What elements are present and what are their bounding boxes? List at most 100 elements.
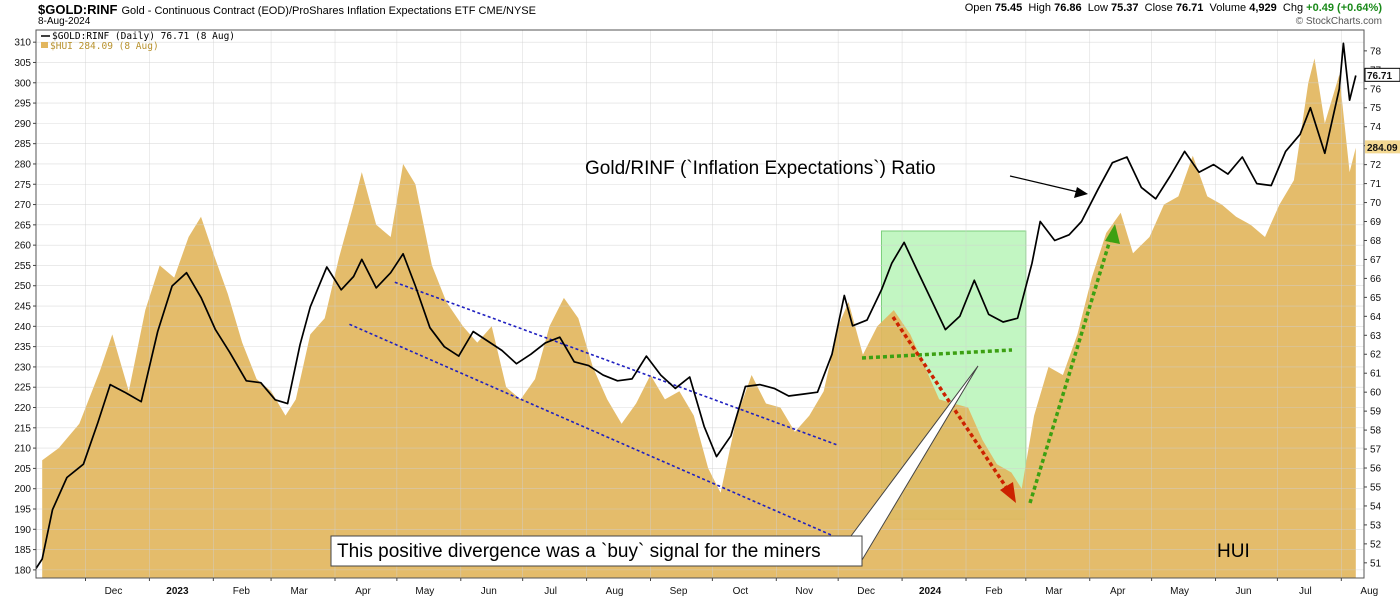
right-tick-label: 59 xyxy=(1370,407,1382,418)
x-axis: Dec 2023 Feb Mar Apr May Jun Jul Aug Sep Oct Nov Dec… xyxy=(84,578,1378,597)
x-tick-label: Aug xyxy=(606,586,624,597)
ratio-label: Gold/RINF (`Inflation Expectations`) Rat… xyxy=(585,158,936,179)
left-tick-label: 205 xyxy=(14,464,31,475)
left-tick-label: 180 xyxy=(14,565,31,576)
x-tick-label: Jun xyxy=(481,586,497,597)
left-tick-label: 235 xyxy=(14,342,31,353)
ratio-last-value-badge xyxy=(1364,67,1400,82)
x-tick-label: Mar xyxy=(1045,586,1063,597)
x-tick-label: 2023 xyxy=(166,586,189,597)
left-tick-label: 280 xyxy=(14,159,31,170)
left-tick-label: 285 xyxy=(14,139,31,150)
right-tick-label: 71 xyxy=(1370,179,1382,190)
x-tick-label: May xyxy=(415,586,434,597)
annotation-arrows xyxy=(861,224,1120,504)
left-tick-label: 240 xyxy=(14,322,31,333)
right-tick-label: 69 xyxy=(1370,217,1382,228)
right-tick-label: 74 xyxy=(1370,122,1382,133)
left-tick-label: 265 xyxy=(14,220,31,231)
x-tick-label: Oct xyxy=(733,586,749,597)
right-tick-label: 64 xyxy=(1370,312,1382,323)
ohlc-readout: Open 75.45 High 76.86 Low 75.37 Close 76… xyxy=(964,2,1382,14)
left-tick-label: 250 xyxy=(14,281,31,292)
right-tick-label: 61 xyxy=(1370,369,1382,380)
right-tick-label: 53 xyxy=(1370,520,1382,531)
left-tick-label: 225 xyxy=(14,383,31,394)
legend: $GOLD:RINF (Daily) 76.71 (8 Aug) $HUI 28… xyxy=(41,31,235,52)
x-tick-label: Jul xyxy=(544,586,557,597)
left-tick-label: 195 xyxy=(14,504,31,515)
x-tick-label: 2024 xyxy=(919,586,942,597)
right-tick-label: 57 xyxy=(1370,445,1382,456)
left-tick-label: 215 xyxy=(14,423,31,434)
right-tick-label: 76 xyxy=(1370,84,1382,95)
ratio-line-layer xyxy=(35,42,1357,569)
chart-description: Gold - Continuous Contract (EOD)/ProShar… xyxy=(121,5,536,17)
channel-upper-line xyxy=(394,281,839,447)
chart-symbol: $GOLD:RINF Gold - Continuous Contract (EO… xyxy=(38,2,536,17)
stockcharts-brand: © StockCharts.com xyxy=(1295,16,1382,27)
left-tick-label: 300 xyxy=(14,78,31,89)
left-tick-label: 230 xyxy=(14,362,31,373)
left-tick-label: 275 xyxy=(14,180,31,191)
right-tick-label: 75 xyxy=(1370,103,1382,114)
x-tick-label: Jun xyxy=(1235,586,1251,597)
channel-lines xyxy=(349,281,839,537)
left-tick-label: 200 xyxy=(14,484,31,495)
x-tick-label: Dec xyxy=(857,586,875,597)
right-tick-label: 66 xyxy=(1370,274,1382,285)
left-tick-label: 290 xyxy=(14,119,31,130)
hui-area xyxy=(42,58,1356,578)
ratio-annotation: Gold/RINF (`Inflation Expectations`) Rat… xyxy=(585,158,1088,198)
left-tick-label: 305 xyxy=(14,58,31,69)
ratio-line xyxy=(35,42,1357,569)
green-arrowhead xyxy=(1105,224,1120,244)
hui-last-value: 284.09 xyxy=(1367,143,1398,154)
right-tick-label: 63 xyxy=(1370,331,1382,342)
right-tick-label: 58 xyxy=(1370,426,1382,437)
x-tick-label: Dec xyxy=(105,586,123,597)
x-tick-label: Jul xyxy=(1299,586,1312,597)
left-tick-label: 245 xyxy=(14,302,31,313)
left-tick-label: 255 xyxy=(14,261,31,272)
ratio-last-value: 76.71 xyxy=(1367,71,1392,82)
right-tick-label: 60 xyxy=(1370,388,1382,399)
red-arrowhead xyxy=(1000,482,1016,503)
x-tick-label: Aug xyxy=(1360,586,1378,597)
right-tick-label: 68 xyxy=(1370,236,1382,247)
callout-box xyxy=(330,535,863,567)
divergence-label: This positive divergence was a `buy` sig… xyxy=(337,541,821,562)
left-tick-label: 295 xyxy=(14,99,31,110)
left-tick-label: 210 xyxy=(14,444,31,455)
x-tick-label: May xyxy=(1170,586,1189,597)
plot-frame xyxy=(35,29,1365,579)
hui-last-value-badge xyxy=(1365,140,1400,154)
right-tick-label: 72 xyxy=(1370,160,1382,171)
legend-hui: $HUI 284.09 (8 Aug) xyxy=(50,41,159,52)
x-tick-label: Feb xyxy=(985,586,1003,597)
left-tick-label: 260 xyxy=(14,241,31,252)
right-tick-label: 78 xyxy=(1370,46,1382,57)
right-tick-label: 56 xyxy=(1370,464,1382,475)
x-tick-label: Feb xyxy=(233,586,251,597)
left-tick-label: 190 xyxy=(14,525,31,536)
right-tick-label: 52 xyxy=(1370,539,1382,550)
right-tick-label: 51 xyxy=(1370,558,1382,569)
x-tick-label: Apr xyxy=(355,586,371,597)
x-tick-label: Sep xyxy=(670,586,688,597)
left-tick-label: 220 xyxy=(14,403,31,414)
x-tick-label: Nov xyxy=(795,586,813,597)
legend-ratio: $GOLD:RINF (Daily) 76.71 (8 Aug) xyxy=(52,31,235,42)
chart-date: 8-Aug-2024 xyxy=(38,16,91,27)
green-dotted-arrow-line xyxy=(1028,239,1112,504)
left-tick-label: 310 xyxy=(14,38,31,49)
hui-label: HUI xyxy=(1217,541,1250,562)
divergence-callout: This positive divergence was a `buy` sig… xyxy=(330,365,979,567)
left-tick-label: 185 xyxy=(14,545,31,556)
left-axis: 180 185 190 195 200 205 210 215 220 225 230 235 240 2… xyxy=(14,38,36,576)
x-tick-label: Apr xyxy=(1110,586,1126,597)
gridlines xyxy=(36,30,1364,578)
right-tick-label: 67 xyxy=(1370,255,1382,266)
right-tick-label: 62 xyxy=(1370,350,1382,361)
